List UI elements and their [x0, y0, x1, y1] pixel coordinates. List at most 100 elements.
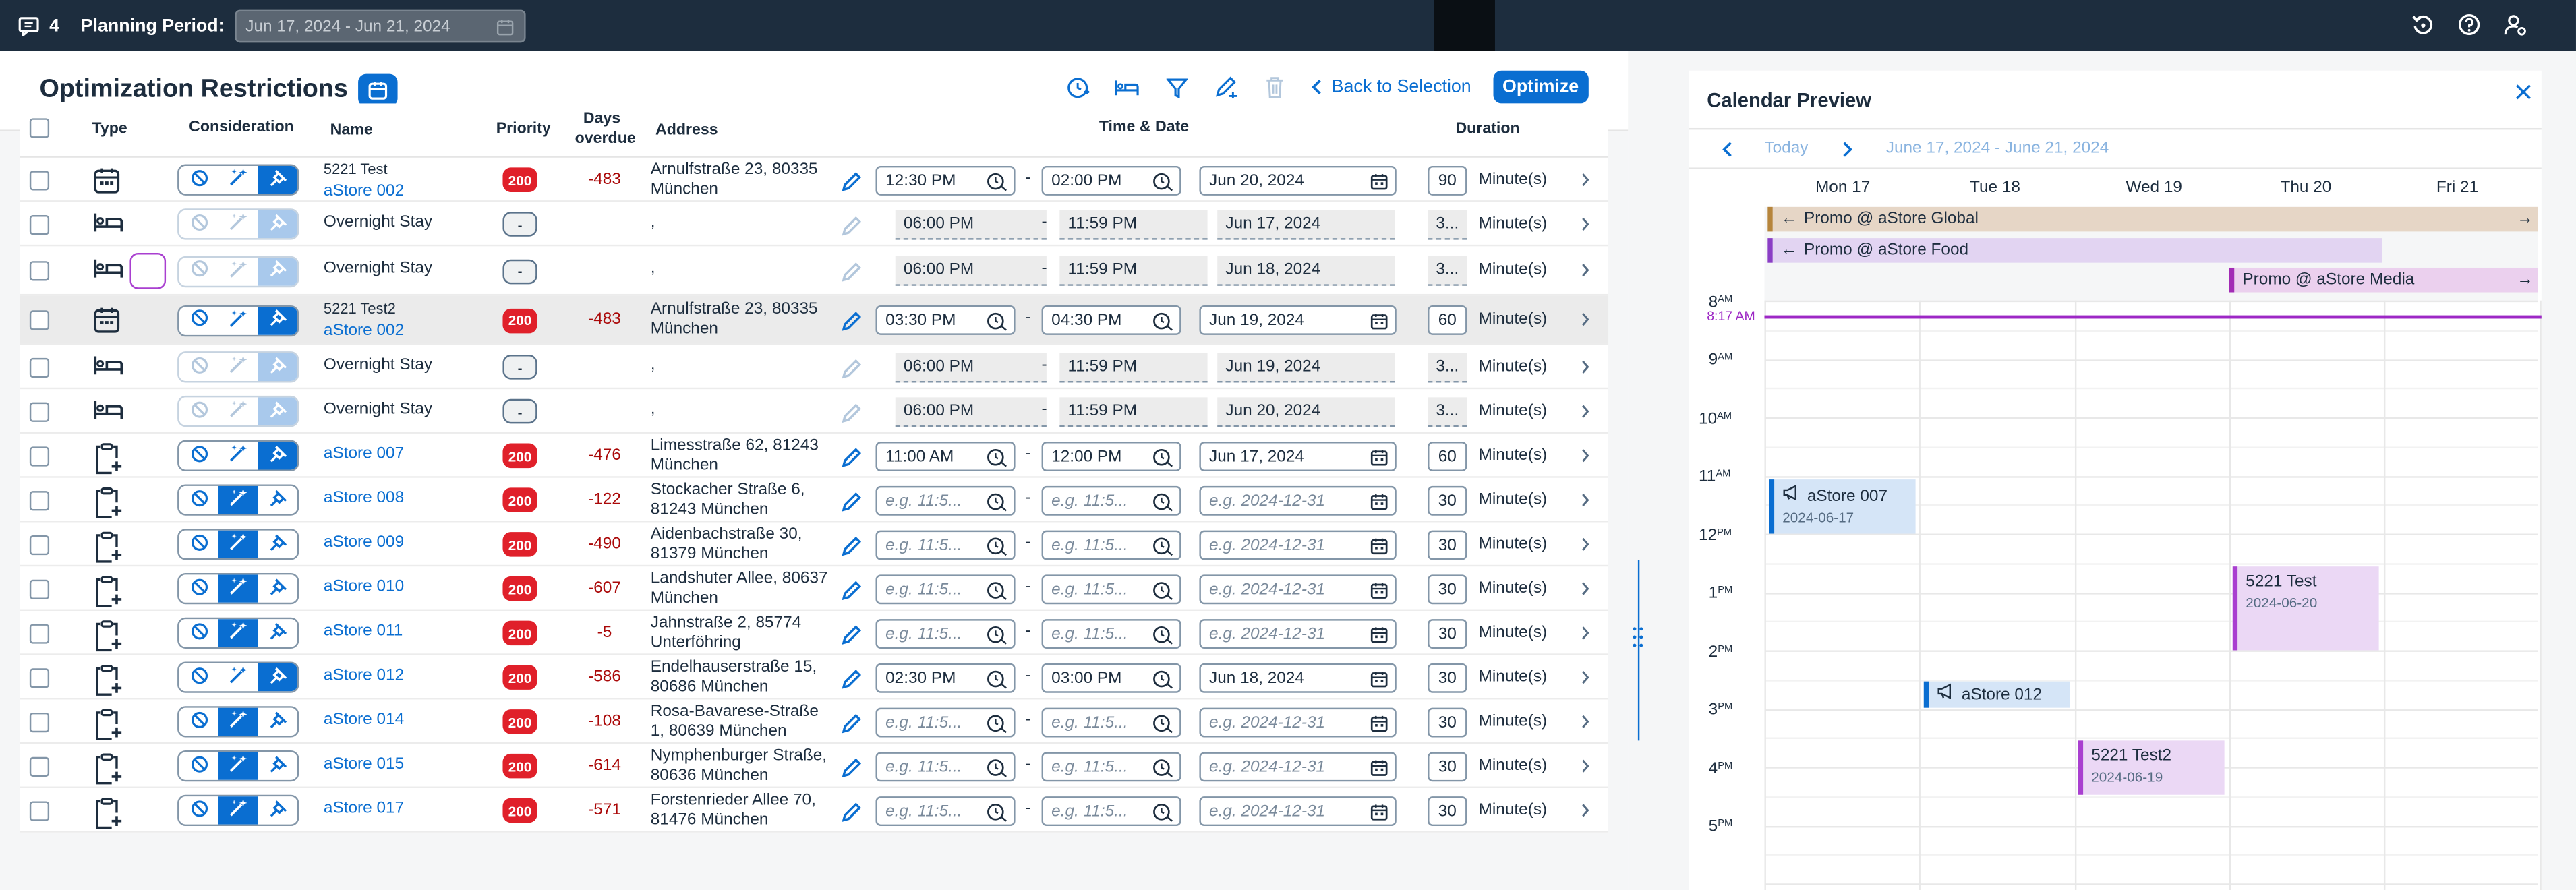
messages-button[interactable]: 4 — [18, 16, 59, 36]
time-picker-icon[interactable] — [986, 310, 1007, 336]
auto-schedule-option[interactable] — [218, 663, 258, 691]
edit-address-icon[interactable] — [841, 800, 862, 827]
calendar-icon[interactable] — [1370, 448, 1388, 471]
promotion-bar[interactable]: ← Promo @ aStore Global → — [1767, 206, 2538, 232]
row-checkbox[interactable] — [29, 489, 50, 510]
calendar-event[interactable]: aStore 007 2024-06-17 — [1769, 479, 1916, 534]
table-row[interactable]: aStore 014 200 -108 Rosa-Bavarese-Straße 1, … — [20, 699, 1609, 744]
auto-schedule-option[interactable] — [218, 257, 258, 285]
date-input[interactable]: e.g. 2024-12-31 — [1199, 485, 1397, 515]
edit-button[interactable] — [1212, 73, 1239, 100]
table-row[interactable]: 5221 Test aStore 002 200 -483 Arnulfstraße 2… — [20, 158, 1609, 202]
time-picker-icon[interactable] — [986, 756, 1007, 783]
chevron-right-icon[interactable] — [1581, 359, 1591, 378]
calendar-event[interactable]: 5221 Test 2024-06-20 — [2232, 566, 2379, 651]
table-row[interactable]: Overnight Stay -, 06:00 PM - 11:59 PM Jun 18,… — [20, 246, 1609, 296]
add-appointment-button[interactable] — [1064, 73, 1092, 100]
row-checkbox[interactable] — [29, 534, 50, 554]
table-row[interactable]: Overnight Stay -, 06:00 PM - 11:59 PM Jun 17,… — [20, 202, 1609, 247]
row-checkbox[interactable] — [29, 623, 50, 643]
select-all-checkbox[interactable] — [29, 118, 50, 138]
table-row[interactable]: aStore 010 200 -607 Landshuter Allee, 80637… — [20, 566, 1609, 611]
row-checkbox[interactable] — [29, 711, 50, 732]
table-row[interactable]: aStore 017 200 -571 Forstenrieder Allee 70,… — [20, 788, 1609, 833]
add-overnight-button[interactable] — [1113, 73, 1141, 100]
consideration-toggle[interactable] — [177, 572, 299, 605]
edit-address-icon[interactable] — [841, 446, 862, 472]
end-time-input[interactable]: 11:59 PM — [1059, 396, 1208, 426]
edit-address-icon[interactable] — [841, 214, 862, 241]
start-time-input[interactable]: e.g. 11:5... — [875, 707, 1016, 737]
pin-option[interactable] — [258, 796, 297, 824]
consideration-toggle[interactable] — [177, 794, 299, 827]
exclude-option[interactable] — [179, 663, 218, 691]
column-address[interactable]: Address — [655, 121, 718, 140]
filter-button[interactable] — [1163, 73, 1190, 100]
auto-schedule-option[interactable] — [218, 166, 258, 194]
row-checkbox[interactable] — [29, 446, 50, 466]
duration-input[interactable]: 30 — [1428, 707, 1467, 737]
chevron-right-icon[interactable] — [1581, 403, 1591, 423]
chevron-right-icon[interactable] — [1581, 536, 1591, 556]
exclude-option[interactable] — [179, 210, 218, 238]
time-picker-icon[interactable] — [986, 800, 1007, 827]
date-input[interactable]: Jun 17, 2024 — [1199, 440, 1397, 471]
row-name-link[interactable]: aStore 012 — [323, 665, 405, 684]
row-name-link[interactable]: aStore 017 — [323, 798, 405, 817]
duration-input[interactable]: 30 — [1428, 485, 1467, 515]
date-input[interactable]: Jun 19, 2024 — [1217, 352, 1395, 382]
row-name-link[interactable]: aStore 002 — [323, 181, 405, 200]
column-days-overdue-line1[interactable]: Days — [583, 110, 621, 128]
table-row[interactable]: Overnight Stay -, 06:00 PM - 11:59 PM Jun 19,… — [20, 345, 1609, 390]
table-row[interactable]: aStore 011 200 -5 Jahnstraße 2, 85774 Unterf… — [20, 611, 1609, 655]
calendar-toggle-button[interactable] — [357, 73, 397, 107]
row-checkbox[interactable] — [29, 667, 50, 688]
start-time-input[interactable]: e.g. 11:5... — [875, 795, 1016, 827]
table-row[interactable]: aStore 009 200 -490 Aidenbachstraße 30, 8137… — [20, 522, 1609, 567]
consideration-toggle[interactable] — [177, 208, 299, 240]
consideration-toggle[interactable] — [177, 304, 299, 336]
auto-schedule-option[interactable] — [218, 485, 258, 514]
edit-address-icon[interactable] — [841, 668, 862, 694]
optimize-button[interactable]: Optimize — [1492, 70, 1589, 104]
end-time-input[interactable]: 11:59 PM — [1059, 209, 1208, 239]
date-input[interactable]: e.g. 2024-12-31 — [1199, 751, 1397, 781]
row-checkbox[interactable] — [29, 214, 50, 235]
exclude-option[interactable] — [179, 486, 218, 514]
row-checkbox[interactable] — [29, 800, 50, 821]
end-time-input[interactable]: e.g. 11:5... — [1041, 529, 1181, 560]
date-input[interactable]: Jun 19, 2024 — [1199, 305, 1397, 335]
end-time-input[interactable]: e.g. 11:5... — [1041, 618, 1181, 648]
day-header[interactable]: Mon 17 — [1815, 179, 1871, 198]
panel-splitter[interactable] — [1628, 51, 1648, 890]
auto-schedule-option[interactable] — [218, 574, 258, 603]
start-time-input[interactable]: 02:30 PM — [875, 662, 1016, 692]
calendar-event[interactable]: 5221 Test2 2024-06-19 — [2078, 740, 2225, 795]
table-row[interactable]: aStore 007 200 -476 Limesstraße 62, 81243 Mü… — [20, 434, 1609, 478]
consideration-toggle[interactable] — [177, 440, 299, 471]
date-input[interactable]: e.g. 2024-12-31 — [1199, 795, 1397, 825]
row-checkbox[interactable] — [29, 310, 50, 330]
auto-schedule-option[interactable] — [218, 353, 258, 381]
table-row[interactable]: aStore 012 200 -586 Endelhauserstraße 15, 80… — [20, 655, 1609, 700]
end-time-input[interactable]: e.g. 11:5... — [1041, 795, 1181, 825]
date-input[interactable]: e.g. 2024-12-31 — [1199, 618, 1397, 648]
help-icon[interactable] — [2458, 13, 2481, 36]
calendar-icon[interactable] — [1370, 581, 1388, 603]
calendar-range[interactable]: June 17, 2024 - June 21, 2024 — [1885, 140, 2109, 158]
start-time-input[interactable]: 12:30 PM — [875, 165, 1016, 195]
chevron-right-icon[interactable] — [1581, 448, 1591, 467]
consideration-toggle[interactable] — [177, 661, 299, 693]
start-time-input[interactable]: 06:00 PM — [895, 256, 1047, 286]
calendar-icon[interactable] — [1370, 669, 1388, 692]
column-time-date[interactable]: Time & Date — [1099, 118, 1190, 137]
table-row[interactable]: aStore 008 200 -122 Stockacher Straße 6, 812… — [20, 478, 1609, 523]
pin-option[interactable] — [258, 210, 297, 239]
chevron-right-icon[interactable] — [1581, 802, 1591, 822]
auto-schedule-option[interactable] — [218, 306, 258, 334]
today-button[interactable]: Today — [1764, 140, 1809, 158]
time-picker-icon[interactable] — [1152, 578, 1173, 605]
calendar-icon[interactable] — [496, 18, 514, 36]
time-picker-icon[interactable] — [986, 578, 1007, 605]
exclude-option[interactable] — [179, 531, 218, 558]
